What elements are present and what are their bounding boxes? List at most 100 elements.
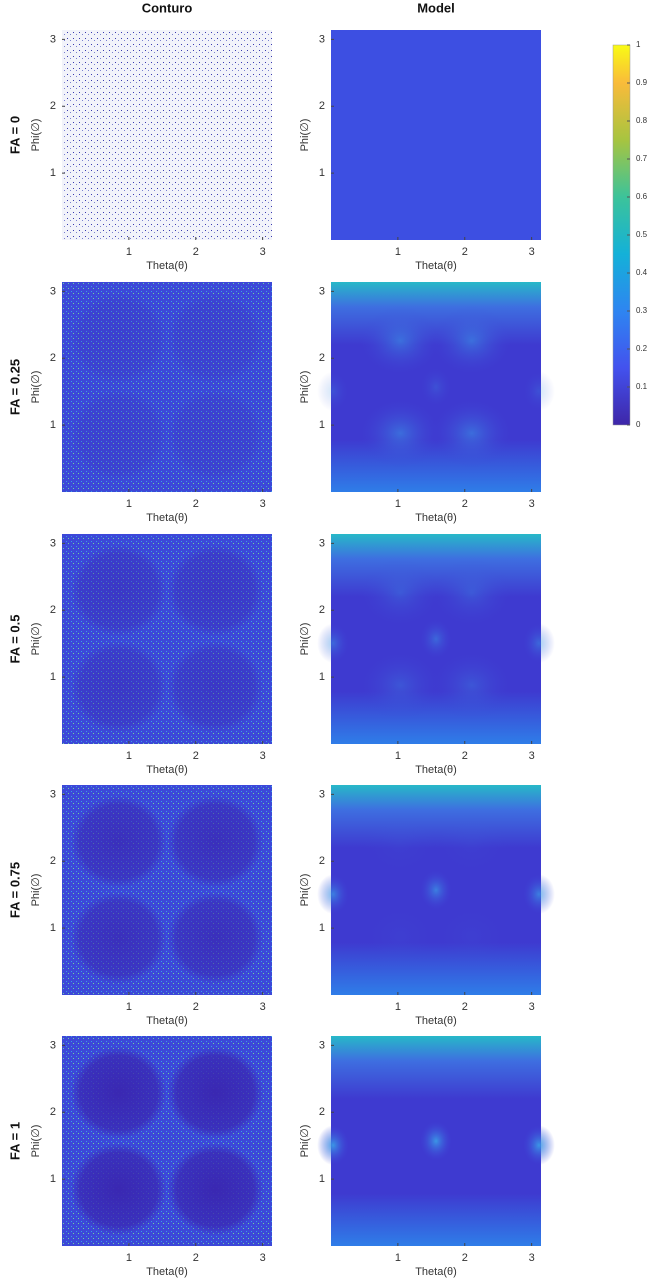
heatmap-region xyxy=(167,1143,264,1236)
heatmap-region xyxy=(420,619,452,659)
heatmap-region xyxy=(522,1125,555,1166)
row-label: FA = 0 xyxy=(7,116,22,154)
x-axis-label: Theta(θ) xyxy=(146,260,188,272)
y-tick-label: 3 xyxy=(50,285,56,297)
heatmap-region xyxy=(70,389,167,482)
x-tick-label: 1 xyxy=(126,1001,132,1013)
heatmap-region xyxy=(420,1121,452,1161)
x-tick-label: 3 xyxy=(260,1001,266,1013)
x-tick-label: 1 xyxy=(126,246,132,258)
row-label: FA = 0.5 xyxy=(7,614,22,663)
y-tick-label: 3 xyxy=(319,285,325,297)
x-tick-label: 3 xyxy=(529,1001,535,1013)
heatmap-region xyxy=(360,399,441,468)
colorbar-tick-label: 0.9 xyxy=(636,78,648,87)
heatmap-region xyxy=(431,558,512,627)
x-axis-label: Theta(θ) xyxy=(415,1266,457,1278)
x-tick-label: 2 xyxy=(462,498,468,510)
x-axis-label: Theta(θ) xyxy=(415,1015,457,1027)
heatmap-region xyxy=(431,399,512,468)
y-tick-label: 2 xyxy=(319,1106,325,1118)
x-tick-label: 1 xyxy=(395,750,401,762)
x-tick-label: 3 xyxy=(529,246,535,258)
x-axis-label: Theta(θ) xyxy=(146,1015,188,1027)
heatmap-region xyxy=(167,795,264,888)
column-title: Conturo xyxy=(142,0,193,15)
heatmap-region xyxy=(167,1046,264,1139)
heatmap-region xyxy=(360,558,441,627)
x-tick-label: 1 xyxy=(395,498,401,510)
colorbar-tick-label: 0.4 xyxy=(636,268,648,277)
heatmap-region xyxy=(420,367,452,407)
heatmap-region xyxy=(360,809,441,878)
heatmap-region xyxy=(360,306,441,375)
x-axis-label: Theta(θ) xyxy=(415,260,457,272)
y-axis-label: Phi(∅) xyxy=(30,119,42,152)
colorbar-tick-label: 0 xyxy=(636,420,641,429)
y-axis-label: Phi(∅) xyxy=(299,119,311,152)
y-axis-label: Phi(∅) xyxy=(299,1125,311,1158)
column-title: Model xyxy=(417,0,455,15)
x-tick-label: 2 xyxy=(462,750,468,762)
y-tick-label: 3 xyxy=(50,33,56,45)
x-tick-label: 3 xyxy=(260,750,266,762)
x-tick-label: 3 xyxy=(529,1252,535,1264)
y-tick-label: 3 xyxy=(50,537,56,549)
y-tick-label: 2 xyxy=(50,352,56,364)
heatmap-region xyxy=(317,371,350,412)
y-tick-label: 2 xyxy=(50,855,56,867)
heatmap-region xyxy=(360,902,441,971)
heatmap-region xyxy=(167,892,264,985)
heatmap-region xyxy=(167,544,264,637)
y-tick-label: 1 xyxy=(50,671,56,683)
heatmap-region xyxy=(317,1125,350,1166)
row-label: FA = 0.75 xyxy=(7,862,22,918)
heatmap-region xyxy=(70,892,167,985)
x-tick-label: 3 xyxy=(260,498,266,510)
colorbar-tick-label: 0.3 xyxy=(636,306,648,315)
heatmap-region xyxy=(522,874,555,915)
heatmap-region xyxy=(317,874,350,915)
y-axis-label: Phi(∅) xyxy=(299,371,311,404)
x-tick-label: 2 xyxy=(193,498,199,510)
colorbar-tick-label: 0.1 xyxy=(636,382,648,391)
heatmap-region xyxy=(70,1143,167,1236)
colorbar-tick-label: 0.5 xyxy=(636,230,648,239)
x-axis-label: Theta(θ) xyxy=(146,1266,188,1278)
y-tick-label: 1 xyxy=(50,922,56,934)
colorbar-tick-label: 0.8 xyxy=(636,116,648,125)
x-tick-label: 2 xyxy=(462,246,468,258)
x-tick-label: 1 xyxy=(395,1001,401,1013)
heatmap-region xyxy=(167,641,264,734)
y-tick-label: 1 xyxy=(319,167,325,179)
heatmap-region xyxy=(167,389,264,482)
y-tick-label: 1 xyxy=(50,1173,56,1185)
heatmap-region xyxy=(70,795,167,888)
heatmap-region xyxy=(431,809,512,878)
y-tick-label: 1 xyxy=(50,419,56,431)
y-tick-label: 2 xyxy=(319,604,325,616)
y-tick-label: 1 xyxy=(50,167,56,179)
x-tick-label: 3 xyxy=(529,498,535,510)
colorbar-tick-label: 0.7 xyxy=(636,154,648,163)
y-axis-label: Phi(∅) xyxy=(30,1125,42,1158)
x-tick-label: 1 xyxy=(126,750,132,762)
colorbar-tick-label: 0.6 xyxy=(636,192,648,201)
y-tick-label: 3 xyxy=(50,788,56,800)
y-axis-label: Phi(∅) xyxy=(30,371,42,404)
heatmap-region xyxy=(522,623,555,664)
heatmap-region xyxy=(360,651,441,720)
y-tick-label: 2 xyxy=(50,100,56,112)
heatmap-region xyxy=(420,870,452,910)
y-tick-label: 3 xyxy=(319,788,325,800)
y-tick-label: 2 xyxy=(50,1106,56,1118)
heatmap-region xyxy=(70,641,167,734)
x-tick-label: 2 xyxy=(193,1252,199,1264)
x-axis-label: Theta(θ) xyxy=(146,764,188,776)
heatmap-region xyxy=(317,623,350,664)
heatmap-region xyxy=(70,544,167,637)
x-tick-label: 2 xyxy=(193,1001,199,1013)
heatmap-region xyxy=(70,292,167,385)
x-tick-label: 2 xyxy=(193,750,199,762)
